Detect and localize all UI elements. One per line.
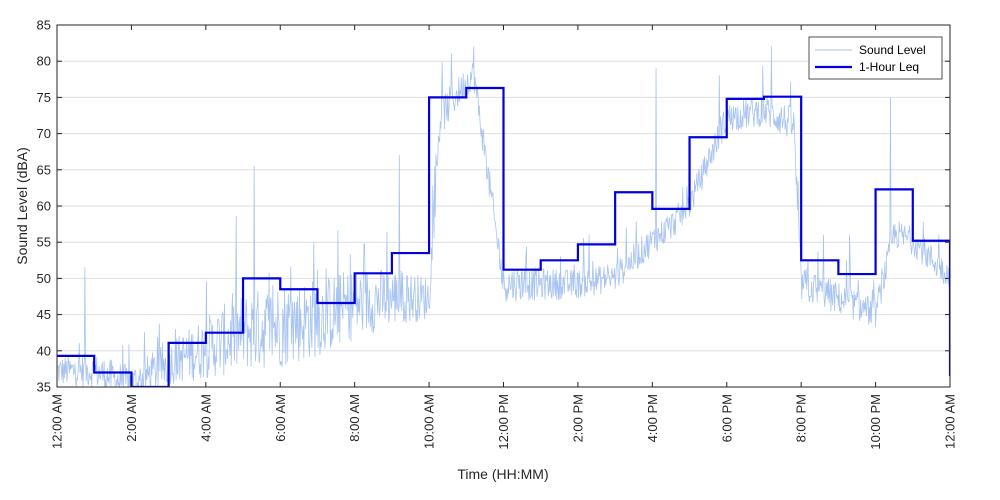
x-tick-label: 6:00 PM bbox=[719, 394, 734, 442]
y-tick-label: 40 bbox=[37, 343, 51, 358]
y-axis-title: Sound Level (dBA) bbox=[14, 147, 30, 265]
x-tick-label: 12:00 PM bbox=[496, 394, 511, 450]
x-tick-label: 12:00 AM bbox=[50, 394, 65, 449]
x-tick-label: 4:00 PM bbox=[645, 394, 660, 442]
legend: Sound Level 1-Hour Leq bbox=[808, 36, 943, 80]
y-tick-label: 75 bbox=[37, 90, 51, 105]
x-tick-label: 2:00 AM bbox=[124, 394, 139, 442]
legend-label-sound-level: Sound Level bbox=[859, 43, 926, 57]
series-1-hour-leq bbox=[57, 86, 950, 387]
y-axis: 35 40 45 50 55 60 65 70 75 80 85 bbox=[37, 18, 950, 395]
y-tick-label: 80 bbox=[37, 54, 51, 69]
y-tick-label: 50 bbox=[37, 271, 51, 286]
x-tick-label: 8:00 PM bbox=[794, 394, 809, 442]
y-tick-label: 45 bbox=[37, 307, 51, 322]
y-tick-label: 70 bbox=[37, 126, 51, 141]
y-tick-label: 85 bbox=[37, 18, 51, 33]
legend-box bbox=[808, 36, 943, 80]
y-tick-label: 60 bbox=[37, 199, 51, 214]
x-tick-label: 12:00 AM bbox=[943, 394, 958, 449]
x-tick-label: 8:00 AM bbox=[347, 394, 362, 442]
leq-step-line bbox=[57, 86, 950, 387]
x-tick-label: 2:00 PM bbox=[570, 394, 585, 442]
y-tick-label: 65 bbox=[37, 162, 51, 177]
x-tick-label: 10:00 PM bbox=[868, 394, 883, 450]
legend-label-1-hour-leq: 1-Hour Leq bbox=[859, 60, 919, 74]
x-tick-label: 4:00 AM bbox=[198, 394, 213, 442]
y-tick-label: 55 bbox=[37, 235, 51, 250]
x-tick-label: 6:00 AM bbox=[273, 394, 288, 442]
x-tick-label: 10:00 AM bbox=[422, 394, 437, 449]
x-axis: 12:00 AM 2:00 AM 4:00 AM 6:00 AM 8:00 AM 10:0… bbox=[50, 25, 958, 450]
y-tick-label: 35 bbox=[37, 380, 51, 395]
x-axis-title: Time (HH:MM) bbox=[457, 466, 548, 482]
